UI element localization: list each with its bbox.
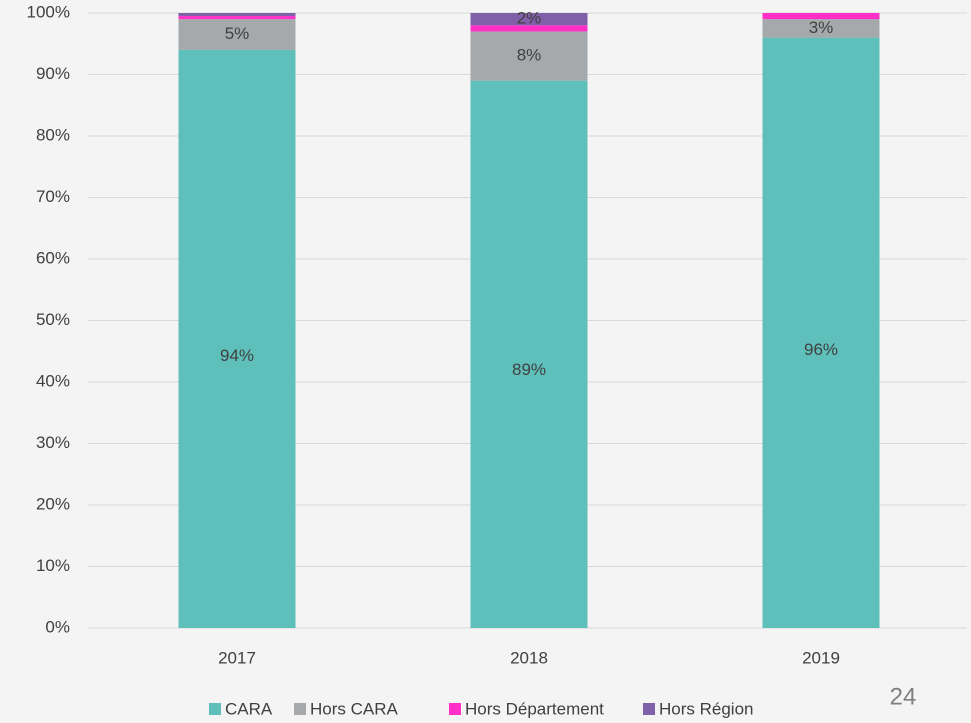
y-tick-label: 100% [27, 2, 70, 21]
y-tick-label: 90% [36, 64, 70, 83]
data-label: 8% [517, 46, 542, 65]
y-tick-label: 80% [36, 125, 70, 144]
legend-label: Hors Département [465, 699, 604, 718]
data-label: 94% [220, 346, 254, 365]
x-tick-label: 2017 [218, 648, 256, 667]
legend-swatch [449, 703, 461, 715]
y-tick-label: 20% [36, 494, 70, 513]
y-tick-label: 0% [45, 617, 70, 636]
y-tick-label: 10% [36, 556, 70, 575]
y-tick-label: 50% [36, 310, 70, 329]
legend-label: CARA [225, 699, 273, 718]
bar-segment [178, 19, 296, 50]
x-tick-label: 2018 [510, 648, 548, 667]
bar-segment [470, 31, 588, 81]
data-label: 2% [517, 9, 542, 28]
bar-segment [178, 49, 296, 628]
bar-segment [178, 16, 296, 20]
bar-segment [470, 80, 588, 628]
y-tick-label: 40% [36, 371, 70, 390]
data-label: 5% [225, 24, 250, 43]
legend-swatch [294, 703, 306, 715]
y-tick-label: 60% [36, 248, 70, 267]
page-number: 24 [890, 683, 917, 710]
y-tick-label: 30% [36, 433, 70, 452]
x-tick-label: 2019 [802, 648, 840, 667]
legend-label: Hors CARA [310, 699, 399, 718]
bar-segment [470, 13, 588, 26]
legend-label: Hors Région [659, 699, 754, 718]
data-label: 3% [809, 18, 834, 37]
y-tick-label: 70% [36, 187, 70, 206]
bar-segment [178, 13, 296, 17]
data-label: 96% [804, 340, 838, 359]
bar-segment [762, 37, 880, 629]
bar-segment [470, 25, 588, 32]
bar-segment [762, 19, 880, 38]
legend-swatch [643, 703, 655, 715]
bar-segment [762, 13, 880, 20]
legend-swatch [209, 703, 221, 715]
data-label: 89% [512, 360, 546, 379]
